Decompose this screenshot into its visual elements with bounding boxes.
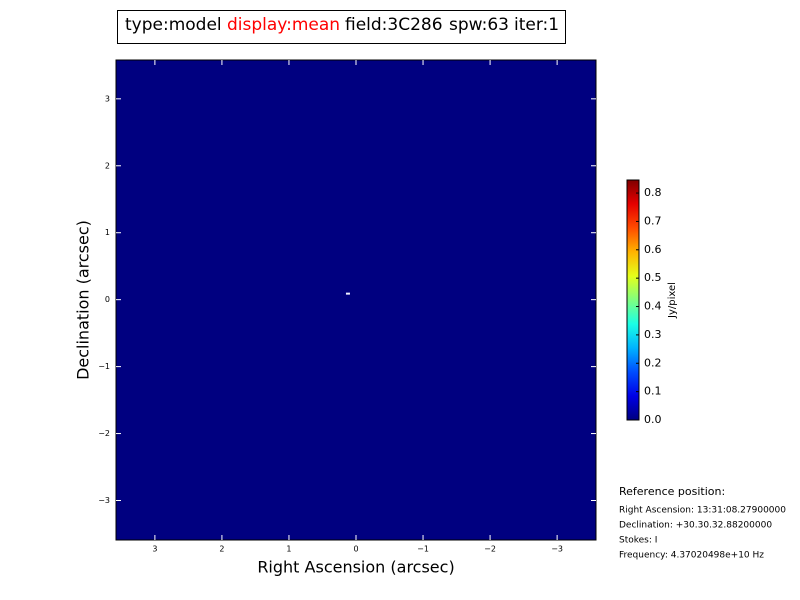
title-display: display:mean xyxy=(227,15,340,35)
colorbar-label: Jy/pixel xyxy=(667,282,678,319)
source-pixel xyxy=(345,292,350,295)
y-tick-label: −2 xyxy=(98,429,110,438)
x-tick-label: −1 xyxy=(417,545,429,554)
x-tick-label: 2 xyxy=(219,545,224,554)
title-iter: iter:1 xyxy=(514,15,559,35)
y-tick-label: 0 xyxy=(105,295,110,304)
y-tick-label: −3 xyxy=(98,496,110,505)
colorbar-tick-label: 0.2 xyxy=(644,356,662,369)
reference-line: Frequency: 4.37020498e+10 Hz xyxy=(619,551,764,561)
x-tick-label: −2 xyxy=(484,545,496,554)
y-tick-label: 3 xyxy=(105,94,110,103)
reference-line: Stokes: I xyxy=(619,536,657,546)
colorbar-tick-label: 0.5 xyxy=(644,271,662,284)
reference-line: Right Ascension: 13:31:08.27900000 xyxy=(619,506,786,516)
colorbar-tick-label: 0.8 xyxy=(644,186,662,199)
y-tick-label: 1 xyxy=(105,228,110,237)
colorbar-tick-label: 0.1 xyxy=(644,385,662,398)
y-tick-label: 2 xyxy=(105,161,110,170)
x-tick-label: 1 xyxy=(286,545,291,554)
colorbar-tick-label: 0.3 xyxy=(644,328,662,341)
title-box xyxy=(117,10,566,44)
colorbar-tick-label: 0.0 xyxy=(644,413,662,426)
colorbar-tick-label: 0.7 xyxy=(644,214,662,227)
reference-heading: Reference position: xyxy=(619,485,725,498)
x-axis-label: Right Ascension (arcsec) xyxy=(257,558,454,577)
x-tick-label: 0 xyxy=(353,545,358,554)
x-tick-label: −3 xyxy=(551,545,563,554)
x-tick-label: 3 xyxy=(152,545,157,554)
title-field: field:3C286 xyxy=(345,15,443,35)
y-axis-label: Declination (arcsec) xyxy=(74,220,93,380)
reference-line: Declination: +30.30.32.88200000 xyxy=(619,521,772,531)
colorbar-tick-label: 0.6 xyxy=(644,243,662,256)
colorbar xyxy=(626,179,640,421)
y-tick-label: −1 xyxy=(98,362,110,371)
colorbar-tick-label: 0.4 xyxy=(644,300,662,313)
title-type: type:model xyxy=(125,15,222,35)
title-spw: spw:63 xyxy=(449,15,509,35)
image-background xyxy=(116,60,596,540)
